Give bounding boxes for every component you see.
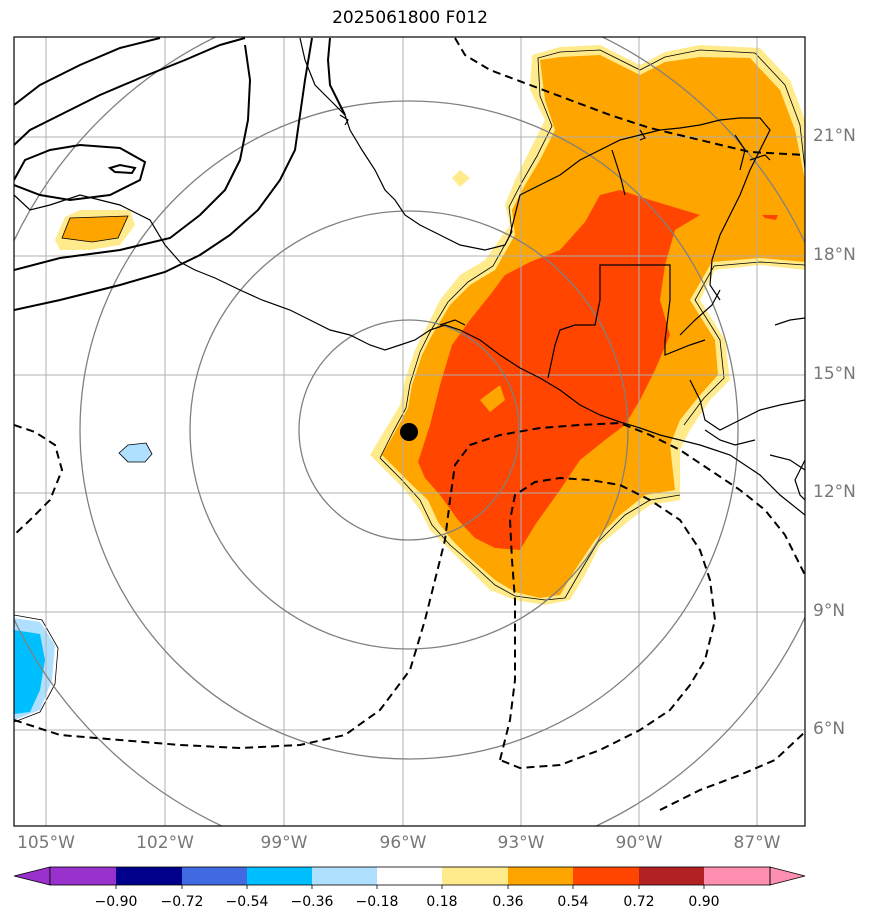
colorbar-tick-label: −0.54 (225, 894, 269, 910)
range-rings (14, 37, 805, 826)
colorbar-extend-left (13, 866, 51, 886)
lon-label-102w: 102°W (136, 833, 194, 853)
colorbar-tick-label: 0.18 (426, 894, 458, 910)
map-title: 2025061800 F012 (332, 8, 488, 28)
lat-label-15n: 15°N (813, 364, 856, 384)
colorbar-extend-right (769, 866, 806, 886)
lat-label-6n: 6°N (813, 719, 846, 739)
negative-fill-blue (14, 630, 45, 714)
lon-label-87w: 87°W (733, 833, 781, 853)
colorbar-tick-label: −0.90 (94, 894, 138, 910)
colorbar (13, 866, 806, 889)
colorbar-tick-label: 0.36 (492, 894, 524, 910)
storm-center-marker (400, 423, 418, 441)
lon-label-99w: 99°W (260, 833, 308, 853)
lon-label-105w: 105°W (17, 833, 75, 853)
colorbar-tick-label: −0.36 (290, 894, 334, 910)
negative-fill-small (118, 442, 153, 463)
lon-label-90w: 90°W (615, 833, 663, 853)
graticule (14, 37, 805, 826)
solid-contours (14, 37, 346, 311)
coastlines (14, 37, 805, 516)
lon-label-93w: 93°W (497, 833, 545, 853)
lat-label-9n: 9°N (813, 601, 846, 621)
lat-label-12n: 12°N (813, 482, 856, 502)
colorbar-tick-label: 0.54 (557, 894, 589, 910)
colorbar-tick-label: −0.72 (160, 894, 204, 910)
dashed-contours (14, 37, 805, 811)
map-frame (13, 36, 806, 827)
lat-label-21n: 21°N (813, 126, 856, 146)
colorbar-tick-label: 0.72 (623, 894, 655, 910)
lon-label-96w: 96°W (379, 833, 427, 853)
colorbar-tick-label: 0.90 (688, 894, 720, 910)
positive-fill-red (418, 190, 700, 550)
lat-label-18n: 18°N (813, 245, 856, 265)
colorbar-tick-label: −0.18 (355, 894, 399, 910)
